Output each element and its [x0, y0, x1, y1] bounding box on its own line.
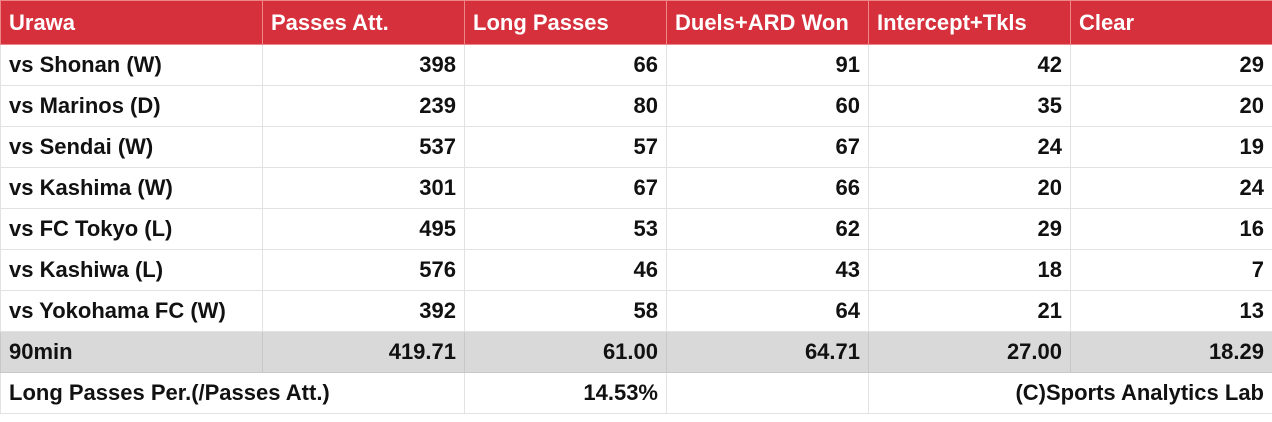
cell: 62	[666, 208, 869, 250]
footer-empty	[666, 372, 869, 414]
cell: 42	[868, 44, 1071, 86]
data-row: vs Kashiwa (L) 576 46 43 18 7	[0, 249, 1272, 291]
data-row: vs Yokohama FC (W) 392 58 64 21 13	[0, 290, 1272, 332]
cell: 57	[464, 126, 667, 168]
header-cell-label: Urawa	[0, 0, 263, 45]
cell: 576	[262, 249, 465, 291]
footer-credit: (C)Sports Analytics Lab	[868, 372, 1272, 414]
cell: 18	[868, 249, 1071, 291]
cell: 239	[262, 85, 465, 127]
footer-label: Long Passes Per.(/Passes Att.)	[0, 372, 465, 414]
cell-label: vs Yokohama FC (W)	[0, 290, 263, 332]
cell: 46	[464, 249, 667, 291]
header-cell: Intercept+Tkls	[868, 0, 1071, 45]
cell: 64	[666, 290, 869, 332]
header-cell: Passes Att.	[262, 0, 465, 45]
cell: 20	[1070, 85, 1272, 127]
cell: 58	[464, 290, 667, 332]
cell: 53	[464, 208, 667, 250]
header-cell: Duels+ARD Won	[666, 0, 869, 45]
footer-row: Long Passes Per.(/Passes Att.) 14.53% (C)S…	[0, 372, 1272, 414]
cell: 16	[1070, 208, 1272, 250]
data-row: vs Sendai (W) 537 57 67 24 19	[0, 126, 1272, 168]
cell-label: vs Marinos (D)	[0, 85, 263, 127]
header-cell: Long Passes	[464, 0, 667, 45]
cell: 13	[1070, 290, 1272, 332]
cell: 495	[262, 208, 465, 250]
header-cell: Clear	[1070, 0, 1272, 45]
total-cell: 64.71	[666, 331, 869, 373]
total-row: 90min 419.71 61.00 64.71 27.00 18.29	[0, 331, 1272, 373]
cell: 29	[868, 208, 1071, 250]
cell: 67	[464, 167, 667, 209]
total-cell: 419.71	[262, 331, 465, 373]
cell: 392	[262, 290, 465, 332]
cell: 43	[666, 249, 869, 291]
data-row: vs FC Tokyo (L) 495 53 62 29 16	[0, 208, 1272, 250]
cell: 66	[666, 167, 869, 209]
cell: 398	[262, 44, 465, 86]
cell-label: vs Kashiwa (L)	[0, 249, 263, 291]
data-row: vs Kashima (W) 301 67 66 20 24	[0, 167, 1272, 209]
cell: 24	[1070, 167, 1272, 209]
total-cell: 27.00	[868, 331, 1071, 373]
cell-label: vs Kashima (W)	[0, 167, 263, 209]
cell: 537	[262, 126, 465, 168]
total-cell-label: 90min	[0, 331, 263, 373]
cell: 66	[464, 44, 667, 86]
cell: 91	[666, 44, 869, 86]
cell-label: vs Shonan (W)	[0, 44, 263, 86]
cell-label: vs FC Tokyo (L)	[0, 208, 263, 250]
footer-value: 14.53%	[464, 372, 667, 414]
cell: 67	[666, 126, 869, 168]
cell: 80	[464, 85, 667, 127]
cell: 35	[868, 85, 1071, 127]
cell: 7	[1070, 249, 1272, 291]
total-cell: 18.29	[1070, 331, 1272, 373]
head-row: Urawa Passes Att. Long Passes Duels+ARD Won…	[0, 0, 1272, 45]
cell: 19	[1070, 126, 1272, 168]
cell-label: vs Sendai (W)	[0, 126, 263, 168]
cell: 20	[868, 167, 1071, 209]
data-row: vs Marinos (D) 239 80 60 35 20	[0, 85, 1272, 127]
cell: 24	[868, 126, 1071, 168]
cell: 29	[1070, 44, 1272, 86]
cell: 60	[666, 85, 869, 127]
data-row: vs Shonan (W) 398 66 91 42 29	[0, 44, 1272, 86]
total-cell: 61.00	[464, 331, 667, 373]
cell: 21	[868, 290, 1071, 332]
cell: 301	[262, 167, 465, 209]
